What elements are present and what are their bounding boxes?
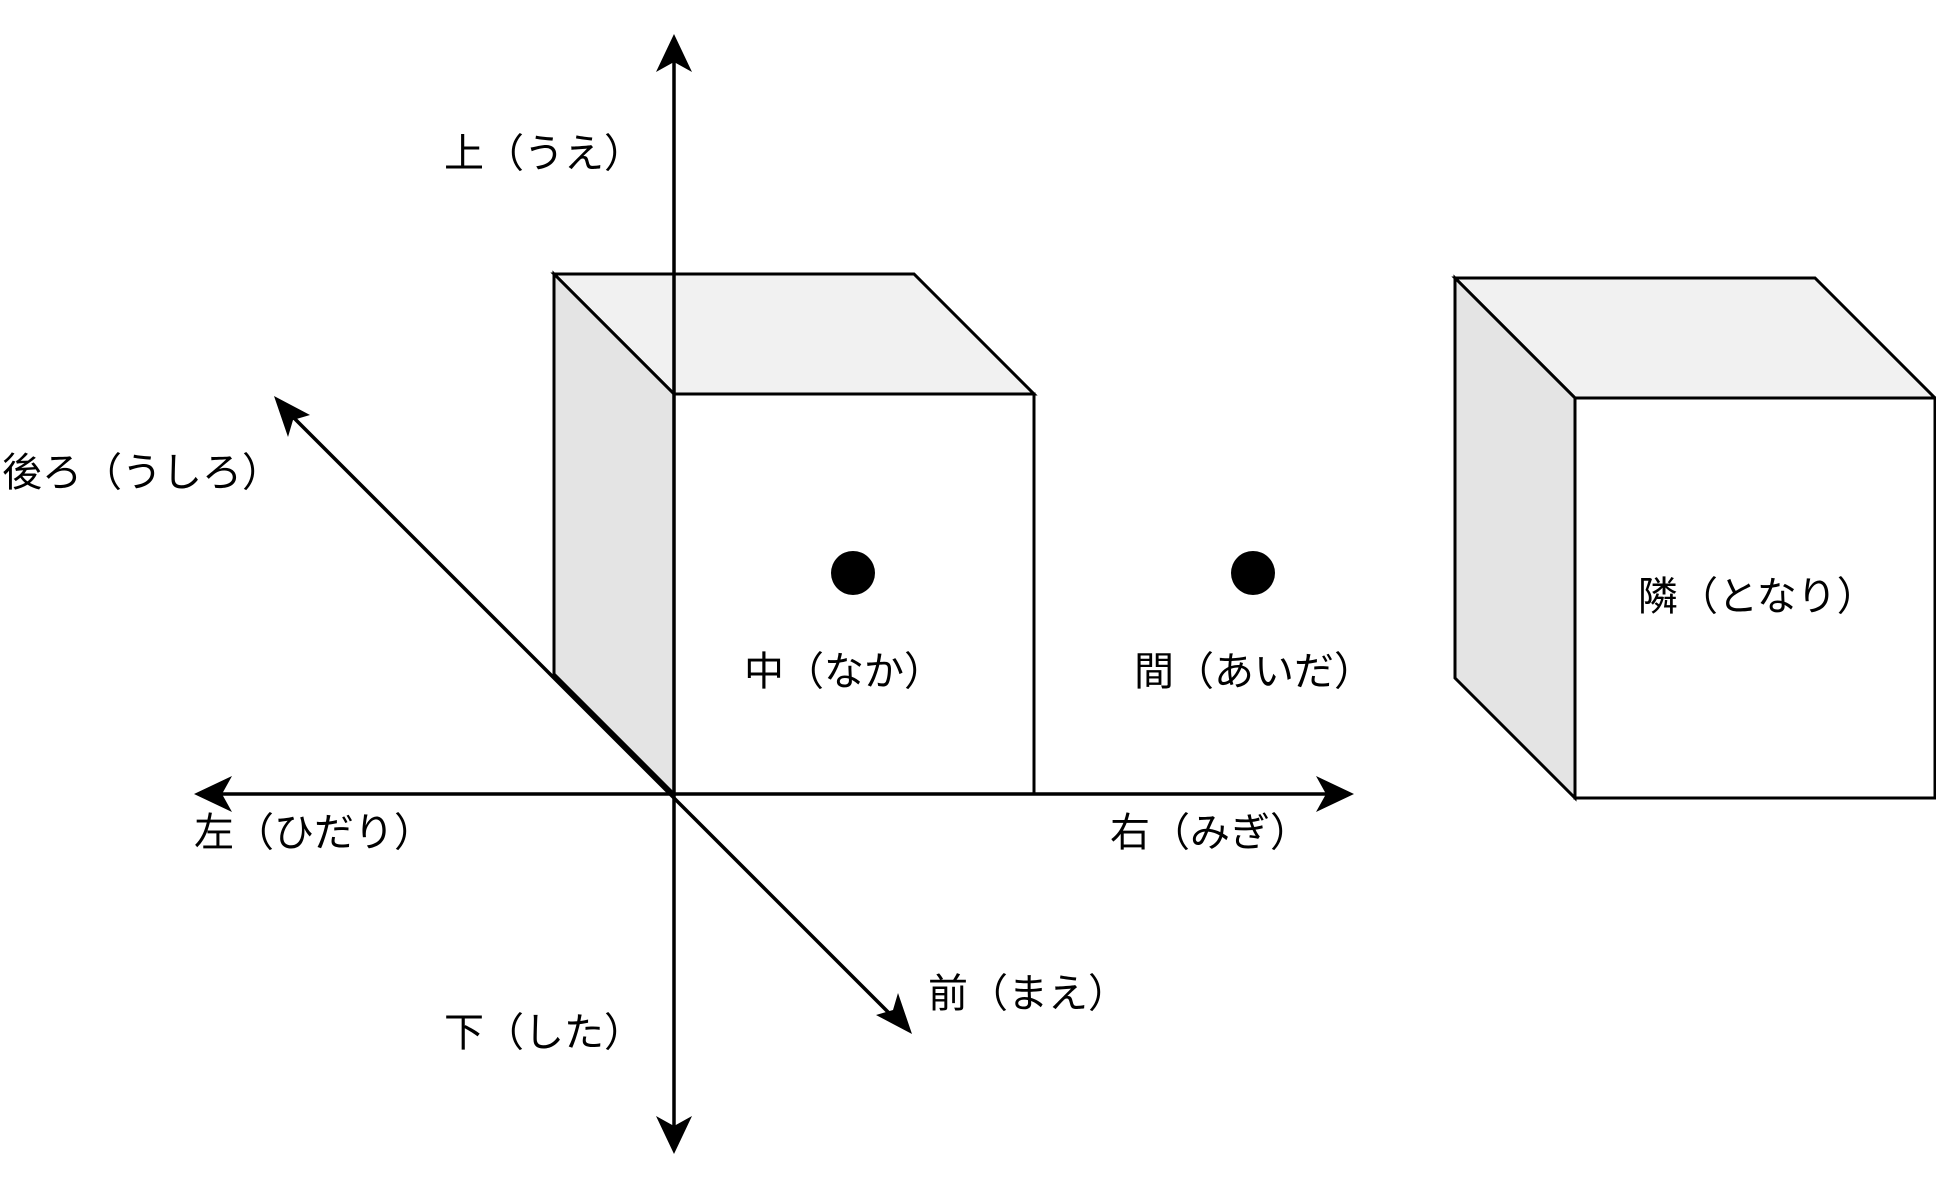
label-down: 下（した）	[444, 1010, 644, 1056]
arrow-front-icon	[876, 993, 912, 1034]
label-left: 左（ひだり）	[194, 810, 434, 856]
label-front: 前（まえ）	[928, 971, 1128, 1017]
main-cube	[550, 270, 1038, 798]
label-inside: 中（なか）	[744, 649, 944, 695]
label-back: 後ろ（うしろ）	[2, 450, 282, 496]
arrow-left-icon	[194, 776, 232, 812]
neighbor-cube-front-face	[1573, 396, 1936, 800]
label-between: 間（あいだ）	[1134, 649, 1374, 695]
arrow-back-icon	[274, 396, 310, 437]
label-up: 上（うえ）	[444, 131, 644, 177]
arrow-up-icon	[656, 34, 692, 72]
label-right: 右（みぎ）	[1110, 810, 1310, 856]
between-dot	[1231, 551, 1275, 595]
horizontal-axis	[194, 776, 1354, 812]
arrow-right-icon	[1316, 776, 1354, 812]
inside-dot	[831, 551, 875, 595]
depth-axis	[274, 396, 912, 1034]
neighbor-cube	[1451, 274, 1936, 802]
label-neighbor: 隣（となり）	[1638, 574, 1877, 620]
vertical-axis	[656, 34, 692, 1154]
arrow-down-icon	[656, 1116, 692, 1154]
